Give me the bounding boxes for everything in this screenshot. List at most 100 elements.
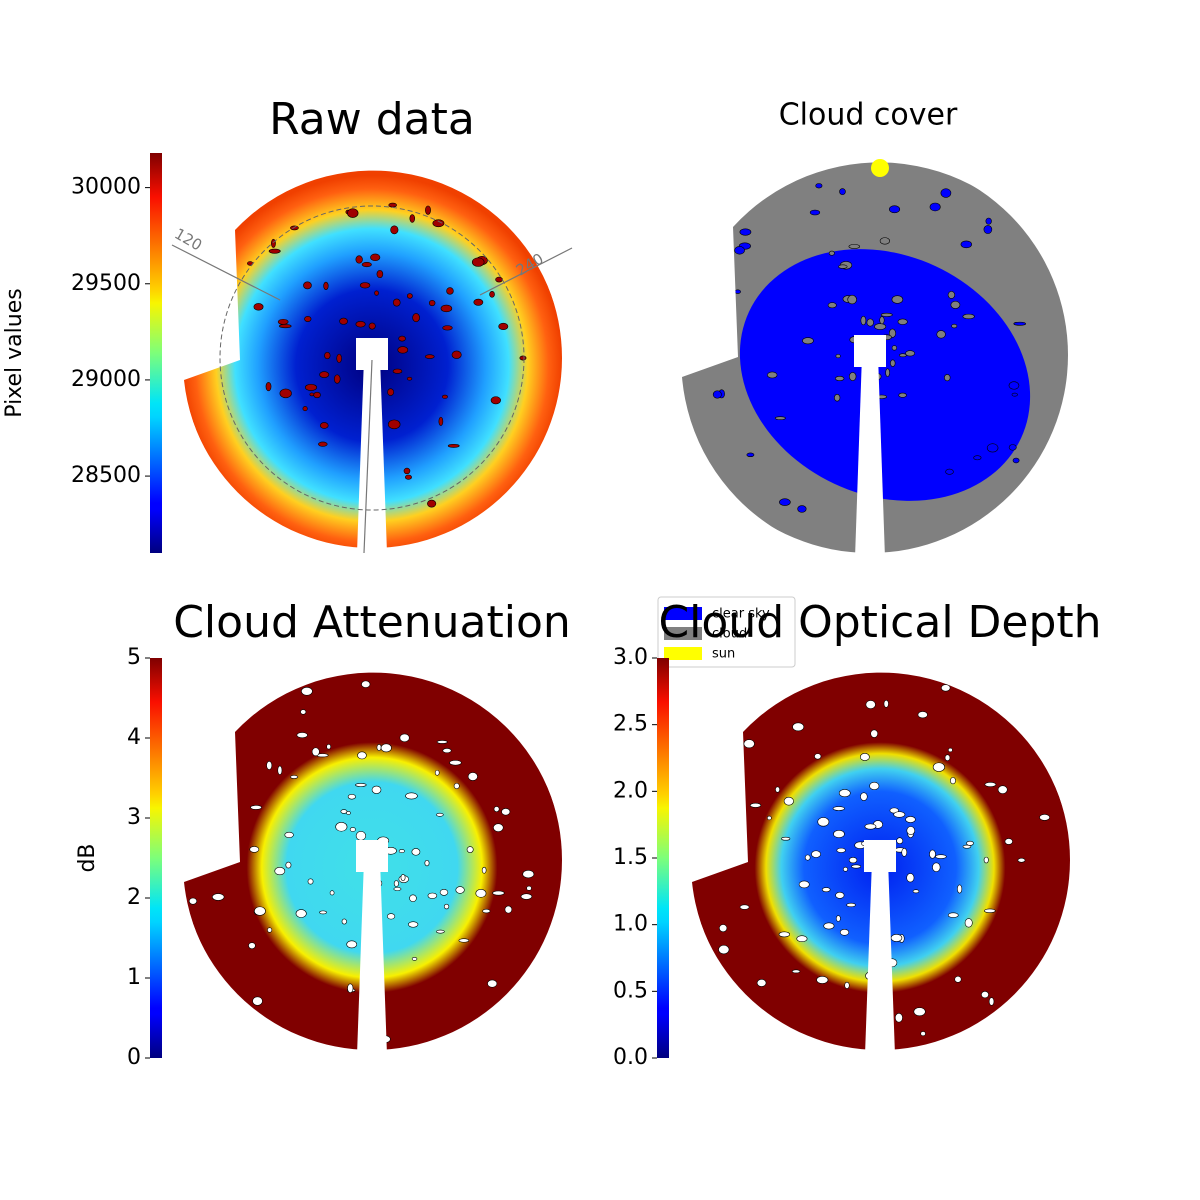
- speck: [519, 355, 527, 361]
- speck: [446, 287, 454, 295]
- speck: [950, 777, 956, 785]
- colorbar-tick-label: 1.0: [613, 912, 648, 937]
- speck: [870, 729, 879, 738]
- speck: [347, 983, 354, 993]
- zenith-ring: [219, 205, 525, 511]
- speck: [897, 318, 908, 325]
- speck: [932, 762, 945, 772]
- speck: [411, 956, 418, 961]
- speck: [409, 894, 417, 903]
- speck: [304, 383, 318, 391]
- speck: [277, 765, 283, 775]
- speck: [376, 270, 384, 279]
- speck: [809, 209, 821, 216]
- speck: [340, 809, 348, 814]
- speck: [944, 754, 951, 762]
- speck: [860, 315, 867, 326]
- speck: [290, 225, 299, 231]
- speck: [427, 892, 438, 899]
- speck: [814, 753, 822, 760]
- speck: [929, 202, 941, 212]
- speck: [847, 294, 857, 305]
- speck: [392, 298, 401, 307]
- speck: [707, 266, 717, 276]
- speck: [893, 811, 906, 818]
- speck: [940, 684, 951, 692]
- speck: [1008, 444, 1017, 451]
- sky-image: [682, 162, 1068, 558]
- colorbar-tick-label: 2: [127, 885, 141, 910]
- speck: [520, 893, 533, 900]
- speck: [490, 396, 501, 405]
- speck: [816, 975, 829, 984]
- speck: [891, 295, 904, 304]
- speck: [973, 455, 982, 461]
- speck: [400, 874, 406, 882]
- speck: [986, 443, 999, 453]
- azimuth-label: 120: [171, 225, 205, 255]
- speck: [307, 878, 314, 885]
- speck: [411, 848, 421, 856]
- speck: [848, 857, 858, 864]
- sky-image: [184, 170, 562, 551]
- speck: [471, 257, 485, 267]
- speck: [386, 913, 396, 920]
- azimuth-line: [479, 247, 573, 296]
- speck: [438, 416, 444, 426]
- speck: [849, 372, 857, 381]
- speck: [277, 318, 289, 325]
- speck: [823, 922, 835, 930]
- speck: [743, 739, 755, 749]
- speck: [836, 847, 846, 853]
- speck: [495, 276, 503, 283]
- speck: [1004, 838, 1013, 845]
- speck: [313, 391, 321, 399]
- colorbar-label: Pixel values: [2, 288, 27, 417]
- speck: [791, 969, 801, 974]
- speck: [217, 817, 226, 822]
- speck: [498, 322, 509, 330]
- speck: [984, 908, 996, 914]
- speck: [376, 744, 382, 751]
- speck: [835, 915, 841, 922]
- speck: [905, 816, 916, 823]
- speck: [827, 302, 837, 309]
- sun-marker: [871, 159, 889, 177]
- speck: [303, 281, 312, 290]
- speck: [945, 468, 954, 475]
- speck: [783, 796, 794, 806]
- speck: [404, 474, 412, 480]
- speck: [835, 376, 845, 381]
- speck: [432, 219, 445, 228]
- speck: [329, 890, 335, 896]
- speck: [774, 416, 786, 421]
- speck: [346, 940, 358, 949]
- speck: [880, 312, 893, 317]
- colorbar-tick-label: 29500: [71, 271, 141, 296]
- speck: [984, 782, 997, 787]
- speck: [879, 316, 885, 325]
- speck: [504, 905, 513, 914]
- speck: [370, 253, 381, 262]
- speck: [891, 345, 897, 351]
- speck: [436, 812, 444, 817]
- speck: [844, 981, 850, 989]
- speck: [285, 861, 292, 869]
- speck: [781, 836, 791, 841]
- speck: [387, 388, 395, 396]
- speck: [300, 709, 307, 715]
- panel-title: Raw data: [269, 94, 475, 145]
- speck: [424, 859, 430, 867]
- speck: [804, 854, 811, 861]
- speck: [489, 291, 495, 298]
- colorbar-tick-label: 30000: [71, 175, 141, 200]
- speck: [424, 354, 435, 359]
- speck: [821, 887, 831, 893]
- speck: [966, 840, 974, 846]
- speck: [361, 680, 371, 688]
- speck: [278, 324, 292, 329]
- speck: [896, 837, 904, 845]
- speck: [455, 886, 465, 894]
- camera-mask: [854, 335, 886, 367]
- speck: [874, 323, 887, 330]
